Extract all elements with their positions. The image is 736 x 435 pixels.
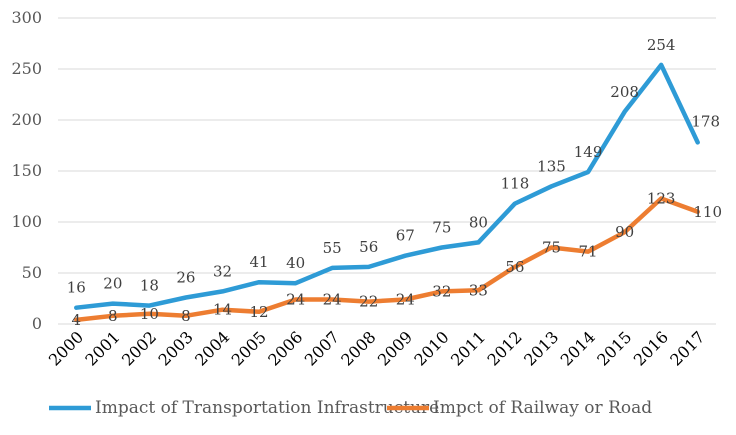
y-tick-label: 0: [32, 314, 42, 333]
series-lines: [74, 62, 700, 323]
x-tick-label: 2012: [484, 327, 526, 369]
data-label: 80: [469, 213, 488, 231]
data-label: 41: [250, 253, 269, 271]
x-tick-label: 2001: [81, 327, 123, 369]
data-label: 178: [691, 112, 720, 130]
data-label: 33: [469, 281, 488, 299]
data-label: 118: [501, 175, 530, 193]
y-tick-label: 50: [22, 263, 42, 282]
x-tick-label: 2015: [593, 327, 635, 369]
y-axis-ticks: 0 50 100 150 200 250 300: [11, 8, 42, 333]
legend-label: Impact of Transportation Infrastructure: [95, 398, 439, 418]
data-label: 18: [140, 277, 159, 295]
data-label: 123: [647, 190, 676, 208]
data-label: 254: [647, 36, 676, 54]
data-label: 16: [67, 279, 86, 297]
data-label: 208: [610, 83, 639, 101]
x-tick-label: 2005: [228, 327, 270, 369]
data-label: 20: [103, 275, 122, 293]
y-tick-label: 250: [11, 59, 42, 78]
data-label: 24: [396, 291, 415, 309]
x-tick-label: 2014: [557, 327, 599, 369]
series-line-railway-or-road: [74, 196, 700, 323]
data-label: 90: [615, 223, 634, 241]
series-line-transportation-infrastructure: [74, 62, 700, 310]
data-label: 75: [542, 239, 561, 257]
data-label: 4: [72, 311, 82, 329]
y-tick-label: 150: [11, 161, 42, 180]
data-label: 14: [213, 301, 232, 319]
data-label: 8: [181, 307, 191, 325]
data-label: 24: [323, 291, 342, 309]
data-label: 149: [574, 143, 603, 161]
data-label: 10: [140, 305, 159, 323]
x-tick-label: 2011: [447, 327, 489, 369]
y-tick-label: 300: [11, 8, 42, 27]
data-labels: 16 20 18 26 32 41 40 55 56 67 75 80 118 135 149 208 254 1…: [67, 36, 722, 329]
x-tick-label: 2000: [45, 327, 87, 369]
x-tick-label: 2010: [410, 327, 452, 369]
x-tick-label: 2003: [155, 327, 197, 369]
x-tick-label: 2006: [264, 327, 306, 369]
x-tick-label: 2016: [630, 327, 672, 369]
data-label: 110: [693, 203, 722, 221]
data-label: 75: [432, 219, 451, 237]
data-label: 24: [286, 291, 305, 309]
data-label: 8: [108, 307, 118, 325]
x-tick-label: 2007: [301, 327, 343, 369]
x-tick-label: 2008: [337, 327, 379, 369]
gridlines: [58, 17, 716, 325]
data-label: 32: [213, 262, 232, 280]
data-label: 56: [505, 258, 524, 276]
data-label: 22: [359, 293, 378, 311]
x-tick-label: 2013: [520, 327, 562, 369]
x-tick-label: 2004: [191, 327, 233, 369]
data-label: 26: [176, 268, 195, 286]
x-tick-label: 2002: [118, 327, 160, 369]
data-label: 12: [250, 303, 269, 321]
data-label: 67: [396, 227, 415, 245]
y-tick-label: 100: [11, 212, 42, 231]
legend: Impact of Transportation InfrastructureI…: [49, 398, 652, 418]
data-label: 56: [359, 238, 378, 256]
x-tick-label: 2009: [374, 327, 416, 369]
y-tick-label: 200: [11, 110, 42, 129]
legend-label: Impct of Railway or Road: [433, 398, 652, 418]
data-label: 40: [286, 254, 305, 272]
x-tick-label: 2017: [666, 327, 708, 369]
data-label: 135: [537, 157, 566, 175]
data-label: 32: [432, 282, 451, 300]
data-label: 55: [323, 239, 342, 257]
x-axis-ticks: 2000200120022003200420052006200720082009…: [45, 327, 709, 369]
data-label: 71: [579, 243, 598, 261]
